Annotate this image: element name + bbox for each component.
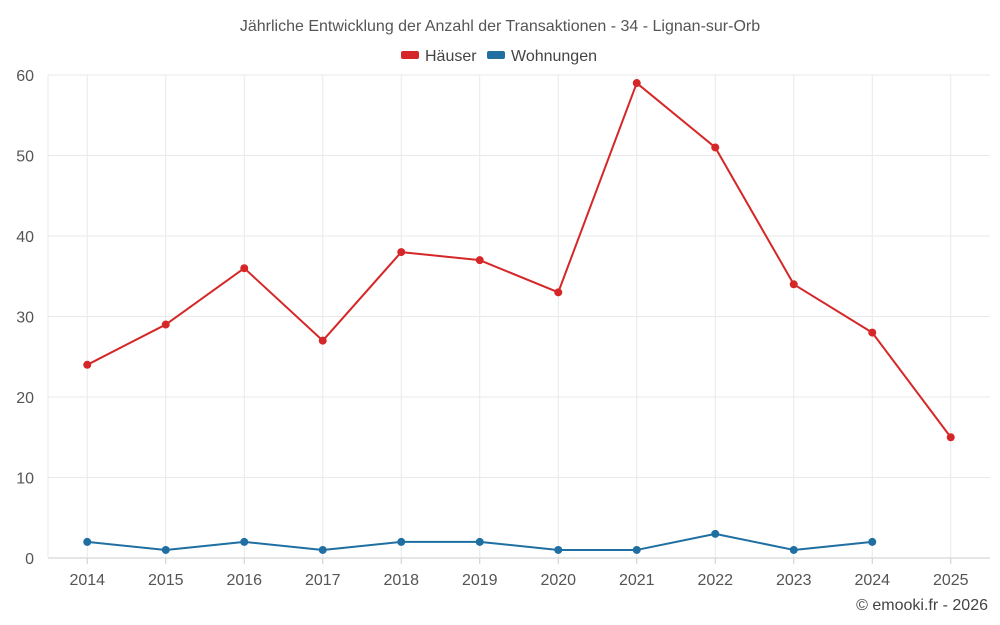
legend-label: Wohnungen	[511, 48, 597, 65]
data-point[interactable]	[161, 320, 170, 329]
legend-swatch	[487, 51, 505, 59]
data-point[interactable]	[711, 143, 720, 152]
data-point[interactable]	[554, 545, 563, 554]
x-tick-label: 2025	[933, 572, 969, 589]
data-point[interactable]	[946, 433, 955, 442]
legend[interactable]: Häuser Wohnungen	[401, 48, 597, 65]
data-point[interactable]	[554, 288, 563, 297]
legend-swatch	[401, 51, 419, 59]
credit-text: © emooki.fr - 2026	[856, 597, 988, 614]
data-point[interactable]	[83, 360, 92, 369]
y-axis-ticks: 0 10 20 30 40 50 60	[16, 68, 34, 568]
x-tick-label: 2018	[383, 572, 419, 589]
data-point[interactable]	[161, 545, 170, 554]
data-point[interactable]	[318, 545, 327, 554]
data-point[interactable]	[475, 537, 484, 546]
data-point[interactable]	[397, 248, 406, 257]
data-point[interactable]	[711, 529, 720, 538]
x-tick-label: 2017	[305, 572, 341, 589]
series-line	[86, 82, 952, 438]
data-point[interactable]	[789, 280, 798, 289]
data-point[interactable]	[240, 537, 249, 546]
y-tick-label: 40	[16, 229, 34, 246]
series-wohnungen[interactable]	[83, 529, 877, 554]
x-tick-label: 2023	[776, 572, 812, 589]
x-tick-label: 2015	[148, 572, 184, 589]
x-tick-label: 2024	[854, 572, 890, 589]
data-point[interactable]	[868, 537, 877, 546]
y-tick-label: 60	[16, 68, 34, 85]
x-tick-label: 2020	[540, 572, 576, 589]
series-layer	[83, 79, 955, 554]
data-point[interactable]	[632, 79, 641, 88]
x-tick-label: 2019	[462, 572, 498, 589]
data-point[interactable]	[475, 256, 484, 265]
data-point[interactable]	[318, 336, 327, 345]
x-tick-label: 2016	[226, 572, 262, 589]
legend-item[interactable]: Häuser	[401, 48, 477, 65]
legend-item[interactable]: Wohnungen	[487, 48, 597, 65]
x-tick-label: 2014	[69, 572, 105, 589]
y-tick-label: 20	[16, 390, 34, 407]
data-point[interactable]	[240, 264, 249, 273]
grid-lines	[47, 74, 990, 564]
y-tick-label: 10	[16, 471, 34, 488]
y-tick-label: 50	[16, 149, 34, 166]
x-tick-label: 2022	[697, 572, 733, 589]
series-haeuser[interactable]	[83, 79, 955, 442]
y-tick-label: 30	[16, 310, 34, 327]
legend-label: Häuser	[425, 48, 477, 65]
data-point[interactable]	[632, 545, 641, 554]
x-axis-ticks: 2014 2015 2016 2017 2018 2019 2020 2021 2022 2023…	[69, 572, 968, 589]
x-tick-label: 2021	[619, 572, 655, 589]
data-point[interactable]	[868, 328, 877, 337]
data-point[interactable]	[789, 545, 798, 554]
chart-title: Jährliche Entwicklung der Anzahl der Tra…	[240, 18, 760, 35]
data-point[interactable]	[397, 537, 406, 546]
data-point[interactable]	[83, 537, 92, 546]
y-tick-label: 0	[25, 551, 34, 568]
